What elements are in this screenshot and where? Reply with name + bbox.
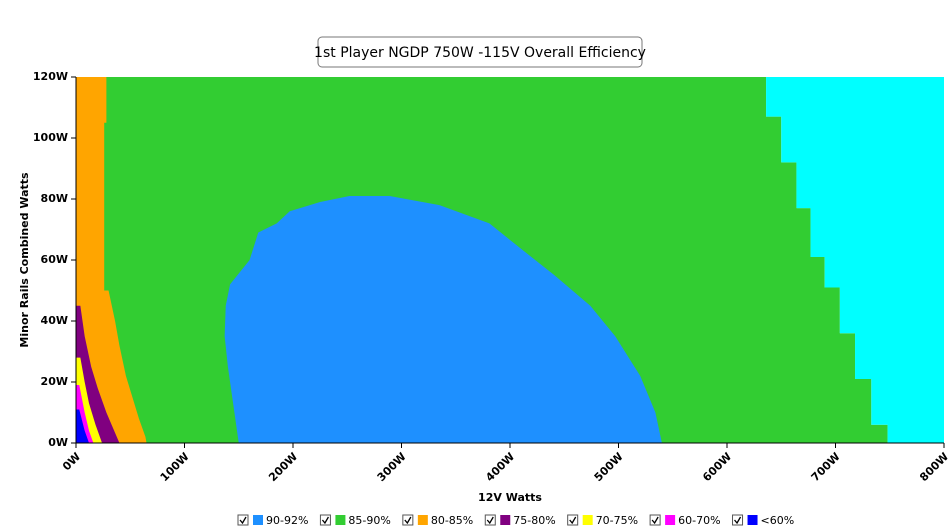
legend-swatch	[253, 515, 263, 525]
legend-checkbox[interactable]	[649, 514, 661, 526]
legend-item[interactable]: 90-92%	[237, 514, 308, 527]
legend-label: 85-90%	[348, 514, 390, 527]
legend-checkbox[interactable]	[567, 514, 579, 526]
plot-area	[76, 77, 944, 443]
x-tick-label: 600W	[700, 450, 734, 484]
x-tick-label: 500W	[592, 450, 626, 484]
legend-swatch	[582, 515, 593, 525]
legend-check	[239, 516, 247, 525]
legend-swatch	[747, 515, 758, 525]
y-tick-label: 80W	[41, 192, 68, 205]
legend-checkbox[interactable]	[484, 514, 496, 526]
legend-checkbox[interactable]	[402, 514, 414, 526]
chart-title: 1st Player NGDP 750W -115V Overall Effic…	[314, 45, 646, 61]
x-tick-label: 100W	[158, 450, 192, 484]
x-tick-label: 200W	[266, 450, 300, 484]
legend-label: 75-80%	[513, 514, 555, 527]
x-tick-label: 700W	[809, 450, 843, 484]
legend-checkbox[interactable]	[237, 514, 249, 526]
legend-label: 80-85%	[431, 514, 473, 527]
x-axis-title: 12V Watts	[478, 491, 542, 504]
legend-swatch	[665, 515, 676, 525]
efficiency-region	[224, 195, 662, 443]
efficiency-region	[76, 77, 147, 443]
legend-swatch	[500, 515, 511, 525]
legend-checkbox[interactable]	[319, 514, 331, 526]
legend-item[interactable]: 60-70%	[649, 514, 721, 527]
y-tick-label: 0W	[48, 436, 68, 449]
legend: 90-92% 85-90% 80-85% 75-80% 70-75% 60-70% <60%	[237, 514, 795, 527]
y-tick-label: 120W	[33, 70, 68, 83]
x-tick-label: 400W	[483, 450, 517, 484]
y-tick-label: 60W	[41, 253, 68, 266]
legend-item[interactable]: <60%	[732, 514, 795, 527]
y-tick-label: 20W	[41, 375, 68, 388]
x-tick-label: 0W	[60, 450, 83, 473]
legend-check	[321, 516, 329, 525]
y-tick-label: 40W	[41, 314, 68, 327]
legend-check	[486, 516, 494, 525]
legend-check	[651, 516, 659, 525]
efficiency-region	[766, 77, 944, 443]
y-axis-title: Minor Rails Combined Watts	[18, 172, 31, 348]
legend-label: 60-70%	[678, 514, 720, 527]
y-tick-label: 100W	[33, 131, 68, 144]
legend-checkbox[interactable]	[732, 514, 744, 526]
x-tick-label: 800W	[917, 450, 950, 484]
legend-label: 70-75%	[596, 514, 638, 527]
legend-check	[569, 516, 577, 525]
legend-label: <60%	[761, 514, 795, 527]
legend-item[interactable]: 75-80%	[484, 514, 556, 527]
legend-check	[404, 516, 412, 525]
legend-swatch	[417, 515, 428, 525]
legend-swatch	[335, 515, 346, 525]
legend-label: 90-92%	[266, 514, 308, 527]
legend-item[interactable]: 70-75%	[567, 514, 638, 527]
legend-check	[734, 516, 742, 525]
efficiency-region	[76, 409, 90, 443]
title-box	[317, 36, 643, 68]
legend-item[interactable]: 80-85%	[402, 514, 473, 527]
x-tick-label: 300W	[375, 450, 409, 484]
legend-item[interactable]: 85-90%	[319, 514, 391, 527]
